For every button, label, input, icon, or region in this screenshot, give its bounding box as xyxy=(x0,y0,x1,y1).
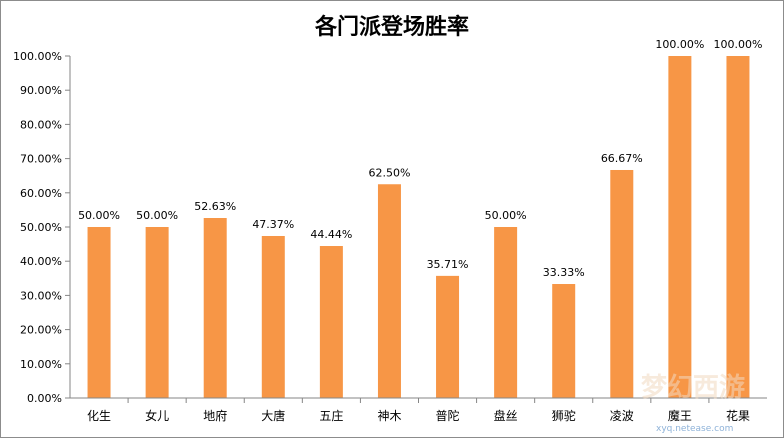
bar xyxy=(203,218,227,398)
bar xyxy=(668,56,692,398)
bar-data-label: 62.50% xyxy=(368,166,410,179)
watermark-url: xyq.netease.com xyxy=(656,424,733,434)
site-watermark: 梦幻西游 xyq.netease.com xyxy=(641,373,745,434)
x-category-label: 魔王 xyxy=(668,408,692,423)
chart-title: 各门派登场胜率 xyxy=(314,14,469,40)
x-category-label: 盘丝 xyxy=(494,408,518,423)
bars xyxy=(87,56,750,398)
bar-data-label: 50.00% xyxy=(78,209,120,222)
bar xyxy=(261,235,285,398)
bar-data-label: 100.00% xyxy=(713,38,762,51)
y-tick-label: 50.00% xyxy=(20,221,62,234)
bar xyxy=(610,169,634,398)
y-tick-label: 20.00% xyxy=(20,324,62,337)
y-tick-label: 0.00% xyxy=(27,392,62,405)
bar-data-label: 44.44% xyxy=(310,228,352,241)
bar xyxy=(145,227,169,398)
x-category-label: 神木 xyxy=(377,409,401,423)
x-category-label: 普陀 xyxy=(436,408,460,423)
x-category-label: 女儿 xyxy=(145,408,169,423)
x-category-label: 地府 xyxy=(203,408,227,423)
x-category-label: 狮驼 xyxy=(552,408,576,423)
x-category-label: 化生 xyxy=(87,409,111,423)
bar xyxy=(552,284,576,398)
y-tick-label: 90.00% xyxy=(20,84,62,97)
axes xyxy=(69,56,767,399)
bar xyxy=(494,227,518,398)
y-axis-ticks: 0.00% 10.00% 20.00% 30.00% 40.00% 50.00% 60.00… xyxy=(13,50,70,405)
y-tick-label: 80.00% xyxy=(20,118,62,131)
bar xyxy=(319,246,343,398)
bar-data-label: 100.00% xyxy=(655,38,704,51)
y-tick-label: 100.00% xyxy=(13,50,62,63)
x-category-label: 花果 xyxy=(726,408,750,423)
bar-data-label: 35.71% xyxy=(427,258,469,271)
x-category-label: 凌波 xyxy=(610,409,634,423)
bar-data-label: 47.37% xyxy=(252,218,294,231)
watermark-logo-text: 梦幻西游 xyxy=(641,373,745,403)
data-labels: 50.00% 50.00% 52.63% 47.37% 44.44% 62.50% 35.7… xyxy=(78,38,762,279)
bar-data-label: 50.00% xyxy=(485,209,527,222)
bar-data-label: 50.00% xyxy=(136,209,178,222)
x-axis-categories: 化生 女儿 地府 大唐 五庄 神木 普陀 盘丝 狮驼 凌波 魔王 花果 xyxy=(87,398,750,423)
y-tick-label: 70.00% xyxy=(20,153,62,166)
y-tick-label: 40.00% xyxy=(20,255,62,268)
bar xyxy=(726,56,750,398)
y-tick-label: 60.00% xyxy=(20,187,62,200)
bar-data-label: 52.63% xyxy=(194,200,236,213)
y-tick-label: 10.00% xyxy=(20,358,62,371)
x-category-label: 五庄 xyxy=(319,408,343,423)
x-category-label: 大唐 xyxy=(261,408,285,423)
bar xyxy=(87,227,111,398)
bar-data-label: 33.33% xyxy=(543,266,585,279)
bar-data-label: 66.67% xyxy=(601,152,643,165)
bar xyxy=(436,275,460,398)
bar xyxy=(377,184,401,398)
y-tick-label: 30.00% xyxy=(20,289,62,302)
